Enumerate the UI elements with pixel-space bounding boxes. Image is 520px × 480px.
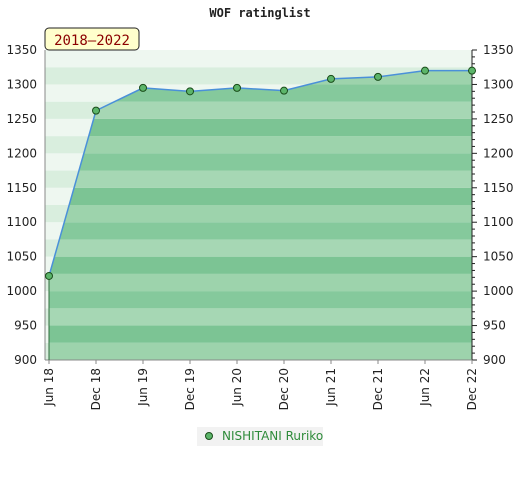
data-point: [139, 83, 147, 92]
legend: NISHITANI Ruriko: [197, 427, 323, 446]
y-tick-label-left: 1050: [6, 250, 37, 264]
y-tick-label-right: 1250: [483, 112, 514, 126]
rating-line: [48, 69, 472, 277]
y-tick-label-left: 1300: [6, 77, 37, 91]
area-band: [49, 170, 472, 188]
area-band: [49, 205, 472, 223]
data-point: [92, 106, 100, 115]
y-tick-label-left: 1200: [6, 146, 37, 160]
x-tick-label: Dec 22: [465, 368, 479, 410]
background-band: [45, 50, 472, 68]
data-point: [374, 72, 382, 81]
y-tick-label-left: 900: [14, 353, 37, 367]
area-band: [49, 101, 472, 119]
data-point: [186, 87, 194, 96]
y-tick-label-right: 1000: [483, 284, 514, 298]
legend-label: NISHITANI Ruriko: [222, 429, 323, 443]
x-tick-label: Dec 18: [89, 368, 103, 410]
area-band: [49, 291, 472, 309]
period-badge: 2018–2022: [44, 27, 140, 51]
area-band: [49, 239, 472, 257]
y-tick-label-right: 1300: [483, 77, 514, 91]
area-band: [49, 256, 472, 274]
data-point: [280, 86, 288, 95]
area-band: [49, 153, 472, 171]
y-tick-label-left: 1250: [6, 112, 37, 126]
legend-marker: [205, 432, 213, 440]
y-tick-label-right: 1050: [483, 250, 514, 264]
area-band: [49, 308, 472, 326]
rating-area: [49, 70, 472, 360]
y-tick-label-right: 1100: [483, 215, 514, 229]
y-tick-label-left: 950: [14, 319, 37, 333]
y-tick-label-right: 1150: [483, 181, 514, 195]
x-tick-label: Jun 18: [42, 368, 56, 407]
axes: [44, 50, 473, 361]
area-band: [49, 222, 472, 240]
x-tick-label: Jun 21: [324, 368, 338, 407]
chart-title: WOF ratinglist: [209, 6, 310, 20]
area-band: [49, 273, 472, 292]
area-fill: [49, 70, 472, 360]
data-point: [421, 66, 429, 75]
data-point: [327, 74, 335, 83]
x-tick-label: Dec 19: [183, 368, 197, 410]
y-tick-label-right: 950: [483, 319, 506, 333]
y-tick-label-right: 1200: [483, 146, 514, 160]
y-tick-label-left: 1350: [6, 43, 37, 57]
area-band: [49, 325, 472, 343]
area-band: [49, 187, 472, 205]
area-band: [49, 118, 472, 137]
x-axis: Jun 18 Dec 18 Jun 19 Dec 19 Jun 20 Dec 20 Jun …: [42, 360, 479, 410]
x-tick-label: Jun 22: [418, 368, 432, 407]
y-axis-right: 900 950 1000 1050 1100 1150 1200 1250 1300 1350: [472, 43, 514, 367]
area-band: [49, 136, 472, 154]
data-point: [233, 83, 241, 92]
y-tick-label-left: 1150: [6, 181, 37, 195]
series-markers: [45, 66, 476, 280]
area-band: [49, 342, 472, 360]
x-tick-label: Dec 20: [277, 368, 291, 410]
x-tick-label: Jun 19: [136, 368, 150, 407]
data-point: [45, 271, 53, 280]
y-tick-label-left: 1000: [6, 284, 37, 298]
legend-box: [197, 427, 323, 446]
data-point: [468, 66, 476, 75]
period-label: 2018–2022: [54, 33, 130, 49]
period-badge-box: [44, 27, 140, 51]
y-tick-label-right: 900: [483, 353, 506, 367]
x-tick-label: Dec 21: [371, 368, 385, 410]
x-tick-label: Jun 20: [230, 368, 244, 407]
y-tick-label-right: 1350: [483, 43, 514, 57]
y-axis-left: 900 950 1000 1050 1100 1150 1200 1250 1300 1350: [6, 43, 37, 367]
series-line: [48, 69, 472, 277]
y-tick-label-left: 1100: [6, 215, 37, 229]
